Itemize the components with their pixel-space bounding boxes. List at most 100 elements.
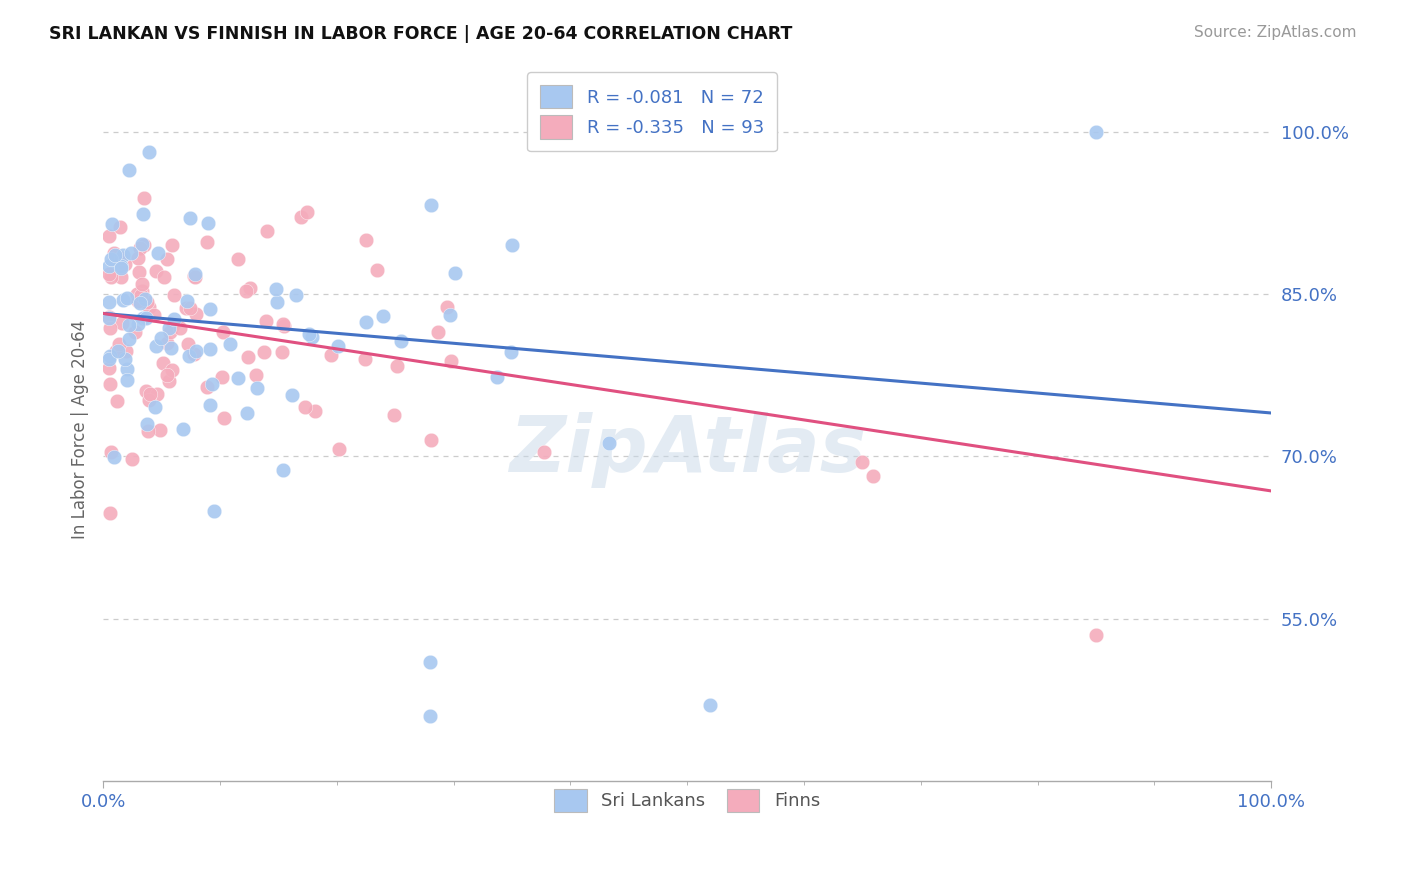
- Point: [366, 262, 388, 277]
- Point: [138, 300, 160, 314]
- Point: [373, 310, 395, 324]
- Point: [156, 252, 179, 266]
- Point: [139, 387, 162, 401]
- Point: [121, 452, 143, 467]
- Point: [157, 374, 180, 388]
- Point: [136, 424, 159, 438]
- Point: [156, 368, 179, 382]
- Point: [111, 316, 134, 330]
- Point: [281, 387, 304, 401]
- Point: [145, 386, 167, 401]
- Point: [134, 292, 156, 306]
- Point: [183, 268, 205, 283]
- Point: [169, 321, 191, 335]
- Point: [160, 238, 183, 252]
- Point: [236, 350, 259, 364]
- Point: [198, 342, 221, 356]
- Point: [98, 361, 121, 376]
- Point: [419, 197, 441, 211]
- Point: [124, 325, 146, 339]
- Point: [328, 442, 350, 456]
- Point: [440, 354, 463, 368]
- Point: [111, 293, 134, 307]
- Point: [862, 468, 884, 483]
- Point: [118, 163, 141, 178]
- Point: [127, 286, 149, 301]
- Point: [98, 376, 121, 391]
- Point: [104, 248, 127, 262]
- Point: [135, 384, 157, 399]
- Point: [200, 398, 222, 412]
- Point: [385, 359, 408, 373]
- Point: [353, 351, 375, 366]
- Text: SRI LANKAN VS FINNISH IN LABOR FORCE | AGE 20-64 CORRELATION CHART: SRI LANKAN VS FINNISH IN LABOR FORCE | A…: [49, 25, 793, 43]
- Point: [143, 308, 166, 322]
- Point: [111, 248, 134, 262]
- Point: [149, 331, 172, 345]
- Point: [285, 288, 308, 302]
- Point: [117, 318, 139, 333]
- Point: [98, 310, 121, 324]
- Point: [157, 321, 180, 335]
- Point: [354, 315, 377, 329]
- Point: [183, 346, 205, 360]
- Text: ZipAtlas: ZipAtlas: [509, 412, 866, 488]
- Point: [110, 260, 132, 275]
- Point: [273, 318, 295, 333]
- Point: [202, 504, 225, 518]
- Point: [184, 307, 207, 321]
- Point: [100, 269, 122, 284]
- Point: [219, 337, 242, 351]
- Point: [115, 291, 138, 305]
- Point: [103, 246, 125, 260]
- Point: [304, 404, 326, 418]
- Point: [326, 339, 349, 353]
- Point: [132, 207, 155, 221]
- Point: [270, 345, 292, 359]
- Point: [389, 334, 412, 348]
- Point: [211, 370, 233, 384]
- Point: [129, 288, 152, 302]
- Point: [295, 205, 318, 219]
- Point: [195, 235, 218, 250]
- Point: [174, 301, 197, 315]
- Point: [129, 241, 152, 255]
- Point: [179, 301, 201, 315]
- Point: [105, 343, 128, 358]
- Point: [143, 400, 166, 414]
- Point: [100, 445, 122, 459]
- Point: [179, 211, 201, 226]
- Point: [184, 343, 207, 358]
- Point: [420, 434, 443, 448]
- Point: [294, 401, 316, 415]
- Point: [198, 301, 221, 316]
- Point: [235, 285, 257, 299]
- Point: [1084, 628, 1107, 642]
- Point: [108, 337, 131, 351]
- Point: [131, 285, 153, 299]
- Point: [98, 229, 121, 244]
- Point: [98, 506, 121, 520]
- Point: [135, 295, 157, 310]
- Point: [127, 252, 149, 266]
- Point: [108, 219, 131, 234]
- Point: [499, 344, 522, 359]
- Point: [98, 311, 121, 326]
- Point: [239, 281, 262, 295]
- Point: [132, 191, 155, 205]
- Point: [131, 277, 153, 291]
- Point: [266, 294, 288, 309]
- Point: [419, 655, 441, 669]
- Point: [485, 369, 508, 384]
- Point: [160, 363, 183, 377]
- Point: [236, 406, 259, 420]
- Point: [290, 210, 312, 224]
- Point: [264, 282, 287, 296]
- Point: [176, 294, 198, 309]
- Point: [163, 288, 186, 302]
- Point: [172, 421, 194, 435]
- Point: [152, 270, 174, 285]
- Point: [184, 269, 207, 284]
- Point: [114, 344, 136, 359]
- Point: [201, 376, 224, 391]
